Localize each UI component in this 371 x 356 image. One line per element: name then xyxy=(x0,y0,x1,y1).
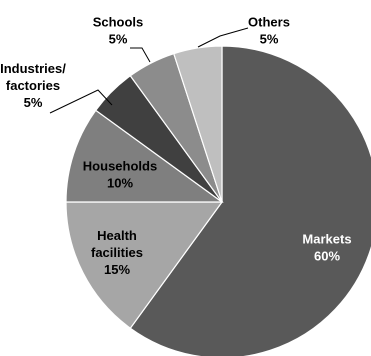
slice-value-industries-factories: 5% xyxy=(24,95,43,110)
slice-name-health-facilities: facilities xyxy=(91,245,143,260)
slice-label-schools: Schools 5% xyxy=(93,15,144,47)
slice-name-markets: Markets xyxy=(302,232,351,247)
slice-label-industries-factories: Industries/factories 5% xyxy=(0,61,66,110)
slice-value-schools: 5% xyxy=(109,32,128,47)
slice-label-markets: Markets 60% xyxy=(302,232,351,264)
slice-name-others: Others xyxy=(248,15,290,30)
pie-slice-households xyxy=(65,109,224,203)
slice-value-markets: 60% xyxy=(314,249,340,264)
leader-line-schools xyxy=(130,47,151,63)
pie-slice-markets xyxy=(129,45,371,356)
slice-labels: Markets 60% Health facilities 15% Households 1… xyxy=(0,15,351,278)
leader-line-others xyxy=(197,27,249,48)
slice-name-industries-factories: factories xyxy=(6,78,60,93)
slice-value-households: 10% xyxy=(107,176,133,191)
slice-name-households: Households xyxy=(83,159,157,174)
slice-label-households: Households 10% xyxy=(83,159,157,191)
slice-name-industries-factories: Industries/ xyxy=(0,61,66,76)
slice-name-schools: Schools xyxy=(93,15,144,30)
pie-slices xyxy=(65,45,371,356)
pie-slice-others xyxy=(173,45,223,203)
slice-label-others: Others 5% xyxy=(248,15,290,47)
leader-line-industries-factories xyxy=(49,89,113,114)
slice-label-health-facilities: Health facilities 15% xyxy=(91,228,143,277)
pie-slice-health-facilities xyxy=(65,201,224,330)
slice-value-others: 5% xyxy=(260,32,279,47)
slice-name-health-facilities: Health xyxy=(97,228,137,243)
leader-lines xyxy=(49,27,249,114)
slice-value-health-facilities: 15% xyxy=(104,262,130,277)
